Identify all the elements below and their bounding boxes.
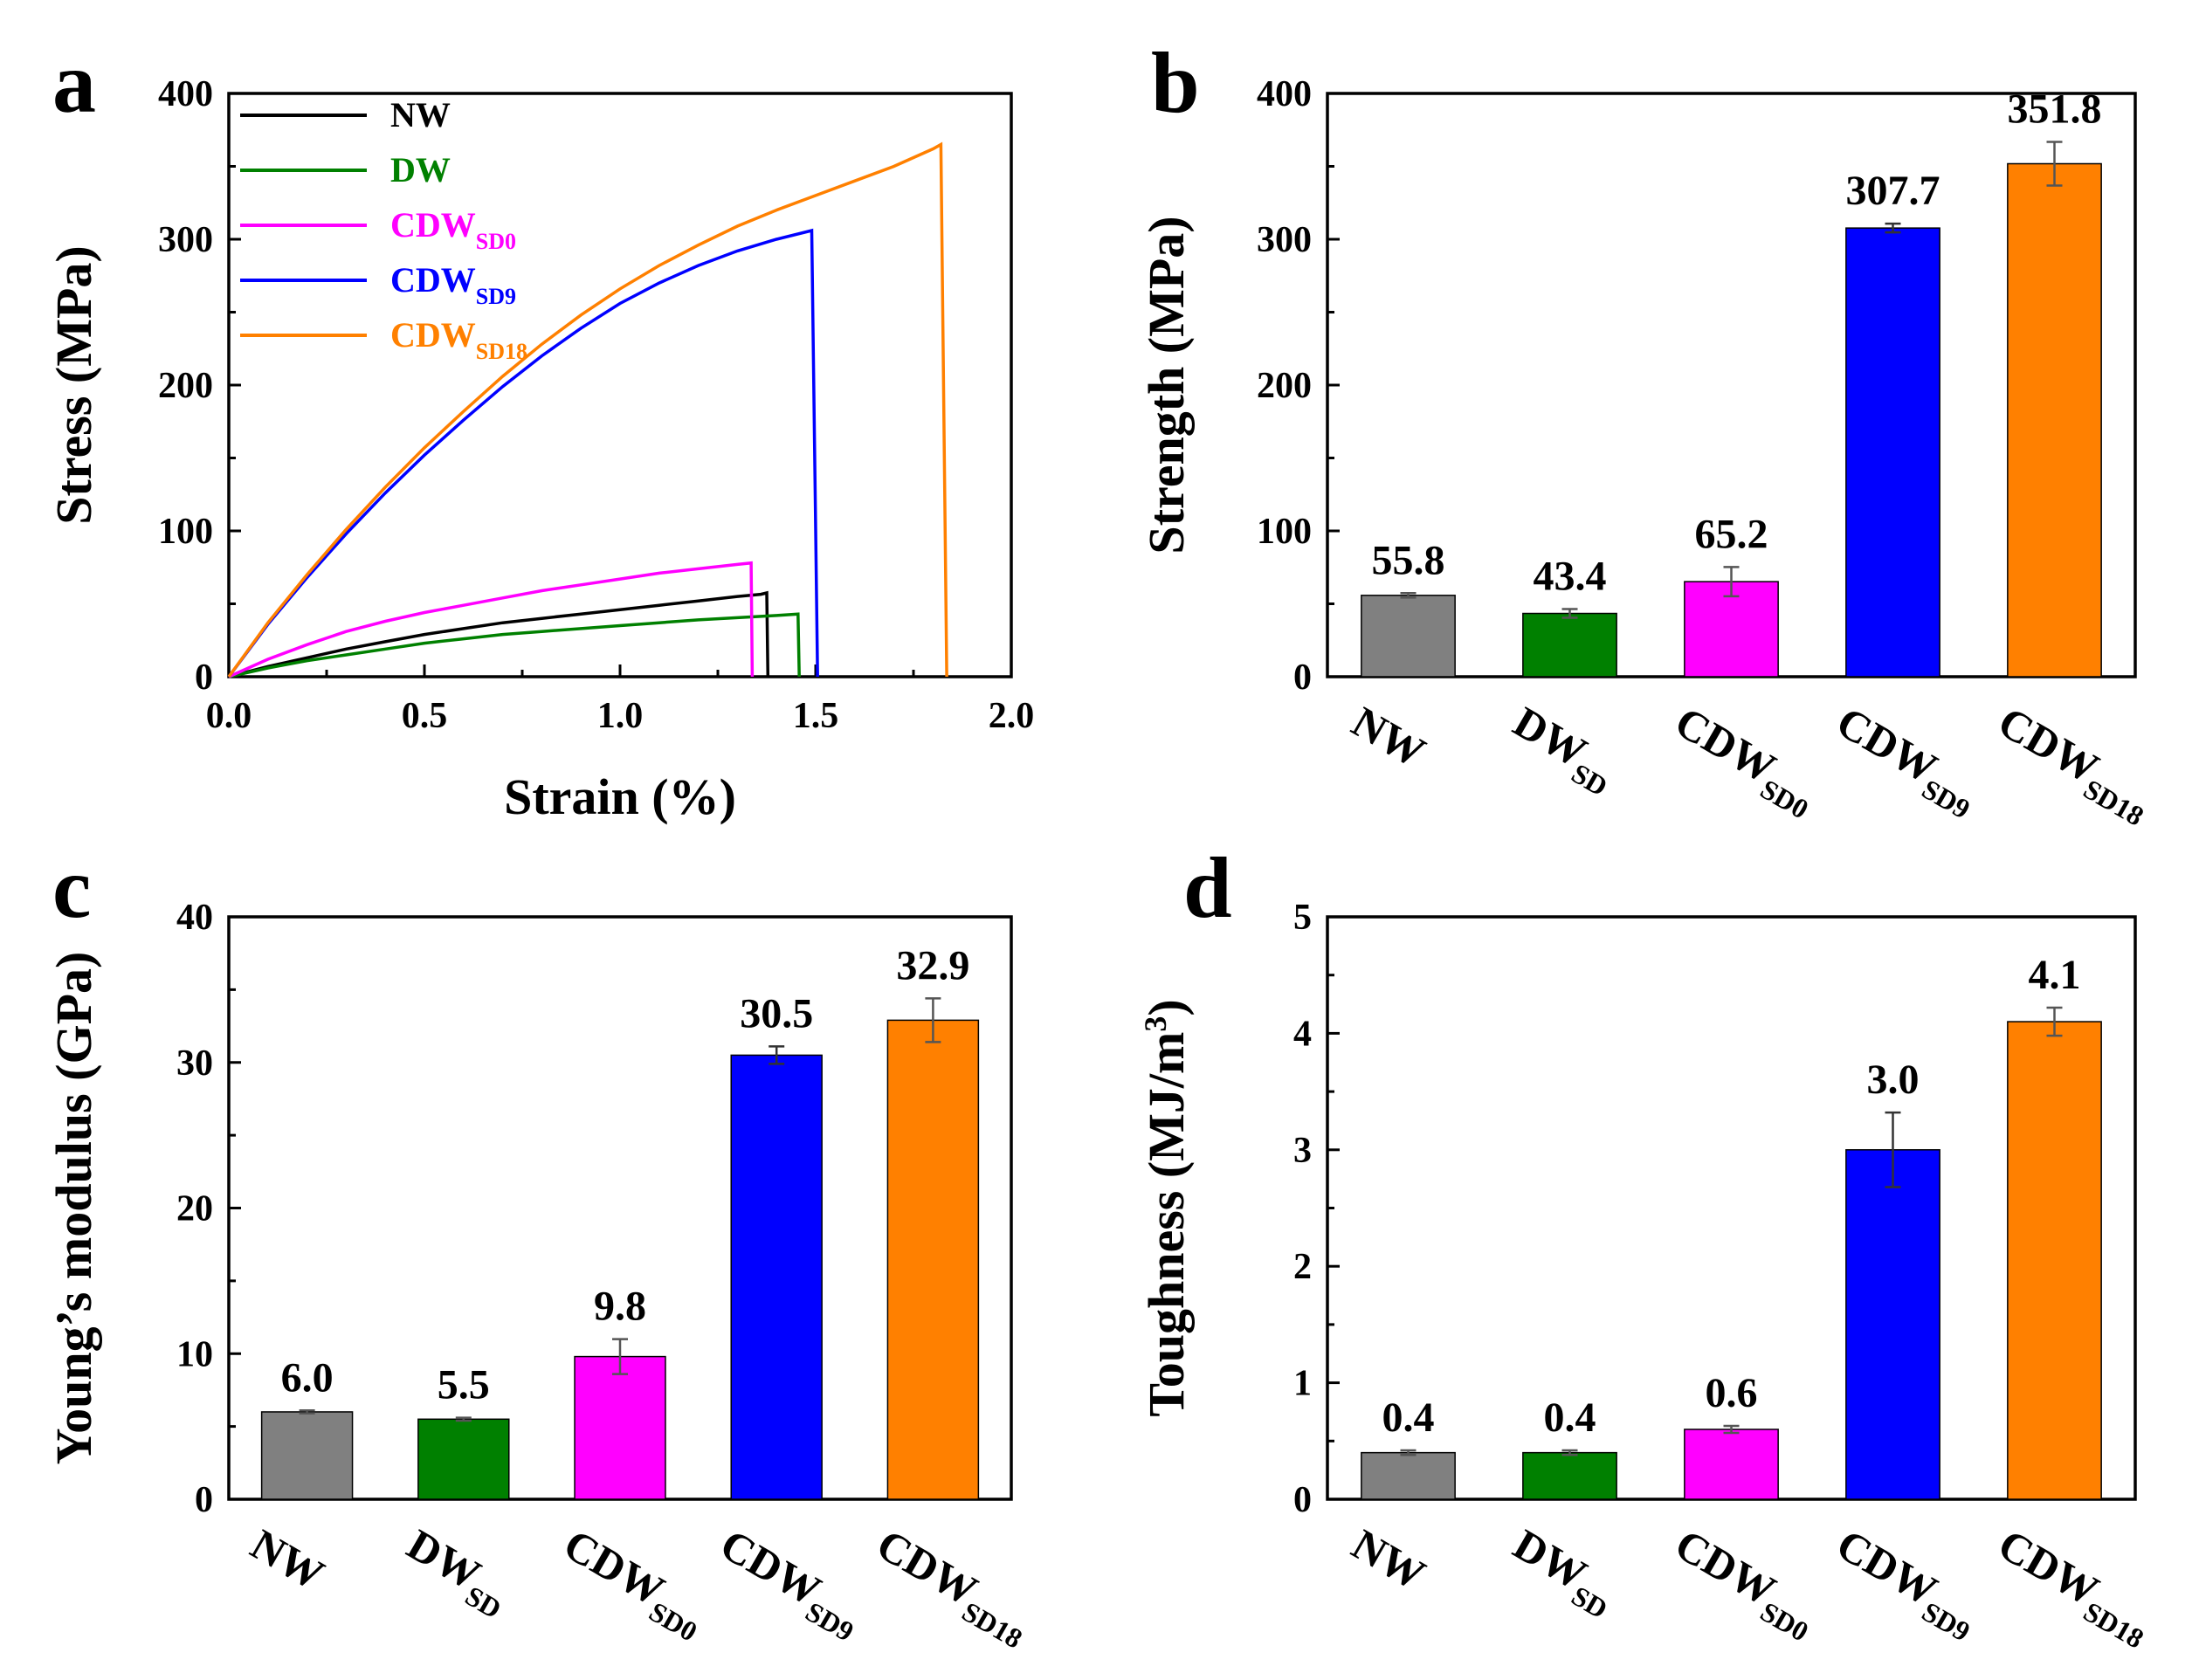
data-label-b-2: 65.2 xyxy=(1695,511,1768,557)
chart-panel-a: a 0 100 200 300 400 0.0 0.5 1.0 1.5 2.0 Strain (%) S… xyxy=(45,34,1034,825)
data-label-d-4: 4.1 xyxy=(2029,952,2081,998)
category-label-d-4: CDWSD18 xyxy=(1986,1519,2162,1655)
y-tick-label-a: 100 xyxy=(158,512,213,552)
bar-b-0 xyxy=(1361,595,1456,678)
y-tick-label-c: 0 xyxy=(195,1480,213,1520)
series-line-NW xyxy=(228,590,770,678)
data-label-c-1: 5.5 xyxy=(438,1362,490,1408)
bar-c-1 xyxy=(417,1418,510,1500)
x-tick-label-a: 0.5 xyxy=(402,696,448,736)
bar-d-3 xyxy=(1845,1149,1940,1500)
bar-b-4 xyxy=(2007,162,2102,678)
category-label-d-0: NW xyxy=(1344,1519,1434,1600)
series-line-CDWSD18 xyxy=(227,141,948,678)
y-tick-label-b: 0 xyxy=(1293,658,1312,698)
data-label-c-4: 32.9 xyxy=(896,942,969,988)
chart-panel-d: d 0 1 2 3 4 5 Toughness (MJ/m3) 0.4 NW 0.4 DWSD 0.6 C… xyxy=(1138,839,2162,1655)
data-label-d-0: 0.4 xyxy=(1382,1394,1435,1441)
category-label-c-4: CDWSD18 xyxy=(865,1519,1041,1655)
bar-c-2 xyxy=(574,1355,666,1500)
data-label-b-0: 55.8 xyxy=(1372,537,1445,583)
bar-b-2 xyxy=(1684,581,1779,678)
bar-b-1 xyxy=(1522,612,1617,678)
data-label-b-3: 307.7 xyxy=(1846,168,1940,214)
category-label-b-1: DWSD xyxy=(1501,697,1626,802)
y-tick-label-c: 20 xyxy=(176,1189,213,1229)
bar-b-3 xyxy=(1845,227,1940,678)
y-tick-label-a: 200 xyxy=(158,366,213,406)
y-tick-label-d: 3 xyxy=(1293,1131,1312,1171)
category-label-b-3: CDWSD9 xyxy=(1824,697,1989,825)
bar-d-2 xyxy=(1684,1429,1779,1500)
data-label-b-4: 351.8 xyxy=(2008,86,2102,132)
category-label-c-3: CDWSD9 xyxy=(708,1519,872,1648)
category-label-b-4: CDWSD18 xyxy=(1986,697,2162,832)
data-label-c-2: 9.8 xyxy=(594,1284,646,1330)
data-label-d-3: 3.0 xyxy=(1867,1057,1920,1103)
bar-c-4 xyxy=(886,1019,980,1500)
bar-d-0 xyxy=(1361,1451,1456,1500)
data-label-d-1: 0.4 xyxy=(1544,1394,1596,1441)
series-line-DW xyxy=(228,612,801,678)
bar-d-1 xyxy=(1522,1451,1617,1500)
y-tick-label-d: 2 xyxy=(1293,1247,1312,1287)
category-label-c-2: CDWSD0 xyxy=(552,1519,716,1648)
y-tick-label-b: 100 xyxy=(1257,512,1312,552)
x-tick-label-a: 2.0 xyxy=(989,696,1035,736)
x-axis-title-a: Strain (%) xyxy=(504,768,736,825)
category-label-b-2: CDWSD0 xyxy=(1663,697,1827,825)
category-label-c-1: DWSD xyxy=(395,1519,520,1625)
data-label-c-3: 30.5 xyxy=(740,990,813,1036)
y-axis-title-d: Toughness (MJ/m3) xyxy=(1138,999,1195,1416)
series-line-CDWSD9 xyxy=(227,228,819,678)
plot-frame-a xyxy=(227,92,1013,678)
y-tick-label-b: 300 xyxy=(1257,220,1312,260)
data-label-b-1: 43.4 xyxy=(1534,554,1607,600)
y-axis-title-c: Young’s modulus (GPa) xyxy=(45,952,102,1465)
data-label-d-2: 0.6 xyxy=(1706,1370,1758,1416)
legend-label-DW: DW xyxy=(390,150,451,189)
y-tick-label-c: 10 xyxy=(176,1334,213,1374)
panel-letter-a: a xyxy=(52,34,96,131)
y-tick-label-a: 400 xyxy=(158,74,213,114)
y-tick-label-a: 300 xyxy=(158,220,213,260)
y-tick-label-b: 400 xyxy=(1257,74,1312,114)
y-tick-label-a: 0 xyxy=(195,658,213,698)
chart-panel-b: b 0 100 200 300 400 Strength (MPa) 55.8 NW 43.4 DW… xyxy=(1138,34,2162,832)
category-label-d-3: CDWSD9 xyxy=(1824,1519,1989,1648)
category-label-d-1: DWSD xyxy=(1501,1519,1626,1625)
bar-c-0 xyxy=(260,1411,354,1500)
category-label-c-0: NW xyxy=(243,1519,333,1600)
y-axis-title-a: Stress (MPa) xyxy=(45,245,102,524)
legend-label-NW: NW xyxy=(390,95,451,134)
panel-letter-c: c xyxy=(52,839,91,936)
chart-panel-c: c 0 10 20 30 40 Young’s modulus (GPa) 6.0 NW 5.5 D… xyxy=(45,839,1041,1655)
y-tick-label-c: 30 xyxy=(176,1043,213,1084)
bar-d-4 xyxy=(2007,1021,2102,1500)
panel-letter-b: b xyxy=(1151,34,1200,131)
y-tick-label-d: 0 xyxy=(1293,1480,1312,1520)
bar-c-3 xyxy=(730,1054,823,1500)
x-tick-label-a: 0.0 xyxy=(206,696,252,736)
y-tick-label-d: 4 xyxy=(1293,1014,1312,1054)
legend-label-CDWSD18: CDWSD18 xyxy=(390,315,527,364)
data-label-c-0: 6.0 xyxy=(281,1354,334,1401)
y-tick-label-d: 5 xyxy=(1293,898,1312,938)
y-axis-title-b: Strength (MPa) xyxy=(1138,216,1195,554)
x-tick-label-a: 1.0 xyxy=(597,696,644,736)
y-tick-label-b: 200 xyxy=(1257,366,1312,406)
category-label-d-2: CDWSD0 xyxy=(1663,1519,1827,1648)
category-label-b-0: NW xyxy=(1344,697,1434,777)
legend-label-CDWSD0: CDWSD0 xyxy=(390,205,516,254)
series-line-CDWSD0 xyxy=(228,561,755,678)
panel-letter-d: d xyxy=(1183,839,1232,936)
y-tick-label-d: 1 xyxy=(1293,1364,1312,1404)
x-tick-label-a: 1.5 xyxy=(793,696,839,736)
y-tick-label-c: 40 xyxy=(176,898,213,938)
legend-label-CDWSD9: CDWSD9 xyxy=(390,260,516,309)
